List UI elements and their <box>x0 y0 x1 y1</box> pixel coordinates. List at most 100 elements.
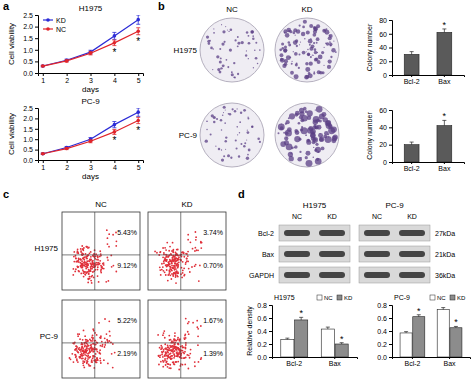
event <box>76 250 78 252</box>
error-cap <box>410 51 414 52</box>
error-bar <box>112 122 116 128</box>
tick-label: 1 <box>41 164 45 171</box>
colony <box>288 30 290 32</box>
tick-label: Bcl-2 <box>286 360 302 367</box>
colony <box>307 49 309 51</box>
x-tick: 3 <box>89 73 93 84</box>
y-tick: 1.5 <box>23 35 38 42</box>
event <box>178 257 180 259</box>
event <box>169 339 171 341</box>
error-cap <box>112 39 116 40</box>
event <box>111 266 113 268</box>
error-bar <box>285 338 289 339</box>
y-tick: 1.0 <box>23 47 38 54</box>
event <box>83 256 85 258</box>
event <box>79 356 81 358</box>
colony <box>321 146 325 150</box>
tick-mark <box>444 162 445 164</box>
size-label: 21kDa <box>435 251 455 258</box>
event <box>170 352 172 354</box>
colony <box>328 136 329 137</box>
colony <box>313 116 320 123</box>
event <box>163 270 165 272</box>
y-axis: 0204060 <box>379 107 392 166</box>
event <box>194 361 196 363</box>
colony <box>247 118 249 120</box>
event <box>73 361 75 363</box>
colony <box>237 45 239 47</box>
event <box>163 262 165 264</box>
panel-label: b <box>158 0 165 12</box>
event <box>87 263 89 265</box>
y-tick: 0.2 <box>377 341 392 348</box>
event <box>90 347 92 349</box>
event <box>100 345 102 347</box>
event <box>77 266 79 268</box>
colony <box>312 126 316 130</box>
tick-mark <box>138 73 139 76</box>
tick-mark <box>389 20 392 21</box>
event <box>86 257 88 259</box>
event <box>195 264 197 266</box>
quadrant-line <box>94 212 95 290</box>
event <box>107 243 109 245</box>
event <box>188 333 190 335</box>
tick-mark <box>269 331 272 332</box>
x-tick: Bax <box>329 357 342 367</box>
colony <box>308 126 313 131</box>
event <box>83 271 85 273</box>
colony <box>306 151 311 156</box>
event <box>81 344 83 346</box>
event <box>89 260 91 262</box>
event <box>85 341 87 343</box>
colony <box>225 26 226 27</box>
colony <box>283 29 287 33</box>
event <box>87 358 89 360</box>
point <box>89 139 93 143</box>
event <box>166 265 168 267</box>
row-label: PC-9 <box>179 131 198 140</box>
colony <box>310 56 312 58</box>
point <box>65 58 69 62</box>
event <box>97 255 99 257</box>
colony <box>259 141 261 143</box>
event <box>92 255 94 257</box>
tick-label: 0.2 <box>257 341 267 348</box>
tick-mark <box>67 160 68 163</box>
event <box>78 258 80 260</box>
tick-mark <box>35 15 38 16</box>
significance-mark: * <box>443 111 447 121</box>
event <box>90 259 92 261</box>
event <box>159 266 161 268</box>
event <box>77 335 79 337</box>
colony <box>317 151 319 153</box>
point <box>89 51 93 55</box>
event <box>160 251 162 253</box>
colony <box>227 154 230 157</box>
event <box>177 355 179 357</box>
event <box>85 349 87 351</box>
colony <box>213 28 214 29</box>
event <box>168 363 170 365</box>
event <box>183 267 185 269</box>
colony <box>323 47 324 48</box>
event <box>78 356 80 358</box>
error-cap <box>441 307 445 308</box>
tick-label: 0.4 <box>257 328 267 335</box>
colony <box>231 71 233 73</box>
event <box>189 271 191 273</box>
event <box>164 355 166 357</box>
colony <box>284 136 288 140</box>
significance-mark: * <box>112 47 116 58</box>
event <box>192 248 194 250</box>
event <box>169 246 171 248</box>
event <box>183 275 185 277</box>
event <box>77 361 79 363</box>
error-bar <box>136 108 140 116</box>
event <box>79 356 81 358</box>
event <box>80 354 82 356</box>
tick-label: 0.6 <box>377 315 387 322</box>
colony <box>290 71 294 75</box>
colony <box>318 133 323 138</box>
axis-line <box>39 74 144 77</box>
